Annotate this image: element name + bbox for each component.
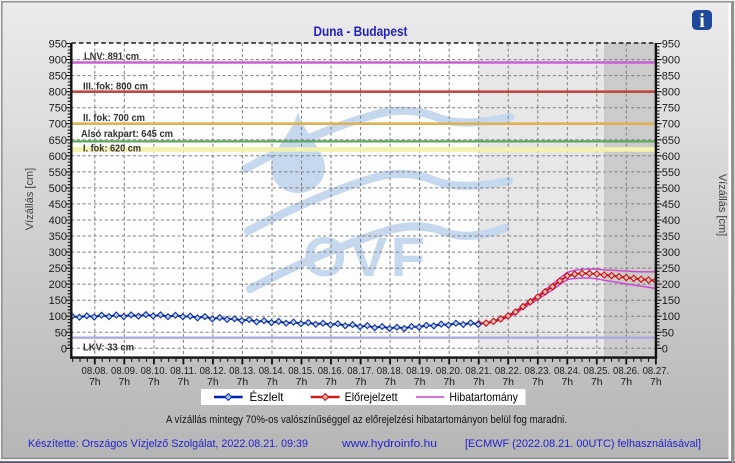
svg-text:7h: 7h — [384, 376, 396, 388]
svg-text:[ECMWF (2022.08.21. 00UTC) fel: [ECMWF (2022.08.21. 00UTC) felhasználásá… — [465, 438, 701, 450]
svg-text:7h: 7h — [89, 376, 101, 388]
svg-text:350: 350 — [662, 231, 680, 243]
svg-text:08.17.: 08.17. — [347, 365, 374, 377]
svg-text:08.11.: 08.11. — [170, 365, 197, 377]
svg-text:7h: 7h — [620, 376, 632, 388]
svg-text:08.13.: 08.13. — [229, 365, 256, 377]
svg-text:7h: 7h — [561, 376, 573, 388]
svg-text:i: i — [699, 10, 705, 32]
svg-text:7h: 7h — [473, 376, 485, 388]
svg-text:08.10.: 08.10. — [141, 365, 168, 377]
svg-text:08.19.: 08.19. — [406, 365, 433, 377]
svg-text:750: 750 — [49, 103, 67, 115]
svg-text:Előrejelzett: Előrejelzett — [345, 390, 399, 404]
svg-text:450: 450 — [49, 199, 67, 211]
svg-text:550: 550 — [49, 167, 67, 179]
svg-text:08.15.: 08.15. — [288, 365, 315, 377]
svg-text:Duna - Budapest: Duna - Budapest — [314, 24, 408, 39]
svg-text:7h: 7h — [118, 376, 130, 388]
svg-text:08.12.: 08.12. — [200, 365, 227, 377]
svg-text:250: 250 — [49, 263, 67, 275]
svg-text:700: 700 — [49, 119, 67, 131]
svg-text:08.08.: 08.08. — [82, 365, 109, 377]
svg-text:500: 500 — [662, 183, 680, 195]
svg-text:800: 800 — [662, 87, 680, 99]
svg-text:7h: 7h — [355, 376, 367, 388]
svg-text:950: 950 — [49, 39, 67, 51]
svg-text:300: 300 — [662, 247, 680, 259]
svg-text:08.18.: 08.18. — [377, 365, 404, 377]
svg-text:08.23.: 08.23. — [525, 365, 552, 377]
svg-text:Vízállás [cm]: Vízállás [cm] — [716, 174, 728, 236]
svg-text:www.hydroinfo.hu: www.hydroinfo.hu — [341, 438, 437, 450]
svg-text:OVF: OVF — [303, 225, 425, 288]
svg-text:650: 650 — [662, 135, 680, 147]
svg-text:350: 350 — [49, 231, 67, 243]
svg-text:200: 200 — [49, 279, 67, 291]
svg-text:08.25.: 08.25. — [584, 365, 611, 377]
svg-text:LNV: 891 cm: LNV: 891 cm — [84, 52, 139, 63]
svg-text:7h: 7h — [414, 376, 426, 388]
svg-text:08.26.: 08.26. — [613, 365, 640, 377]
svg-text:600: 600 — [662, 151, 680, 163]
svg-text:700: 700 — [662, 119, 680, 131]
svg-text:7h: 7h — [207, 376, 219, 388]
svg-text:7h: 7h — [650, 376, 662, 388]
svg-text:08.20.: 08.20. — [436, 365, 463, 377]
svg-text:300: 300 — [49, 247, 67, 259]
svg-text:150: 150 — [662, 295, 680, 307]
svg-text:08.21.: 08.21. — [465, 365, 492, 377]
svg-text:Észlelt: Észlelt — [250, 389, 285, 404]
svg-text:7h: 7h — [178, 376, 190, 388]
svg-text:I. fok: 620 cm: I. fok: 620 cm — [83, 144, 141, 155]
svg-text:08.09.: 08.09. — [111, 365, 138, 377]
svg-text:7h: 7h — [237, 376, 249, 388]
svg-text:50: 50 — [55, 327, 67, 339]
svg-text:450: 450 — [662, 199, 680, 211]
svg-text:7h: 7h — [296, 376, 308, 388]
svg-text:750: 750 — [662, 103, 680, 115]
svg-text:7h: 7h — [325, 376, 337, 388]
svg-text:08.24.: 08.24. — [554, 365, 581, 377]
svg-text:850: 850 — [662, 71, 680, 83]
svg-text:900: 900 — [49, 55, 67, 67]
svg-text:50: 50 — [662, 327, 674, 339]
svg-text:150: 150 — [49, 295, 67, 307]
svg-text:LKV: 33 cm: LKV: 33 cm — [83, 343, 134, 354]
svg-text:II. fok: 700 cm: II. fok: 700 cm — [83, 113, 145, 124]
svg-text:100: 100 — [49, 311, 67, 323]
svg-text:08.22.: 08.22. — [495, 365, 522, 377]
svg-text:Készítette: Országos Vízjelző: Készítette: Országos Vízjelző Szolgálat,… — [28, 438, 308, 450]
svg-text:08.27.: 08.27. — [643, 365, 670, 377]
svg-text:850: 850 — [49, 71, 67, 83]
svg-text:A vízállás mintegy 70%-os való: A vízállás mintegy 70%-os valószínűségge… — [166, 414, 567, 426]
svg-text:500: 500 — [49, 183, 67, 195]
svg-text:7h: 7h — [591, 376, 603, 388]
svg-text:Hibatartomány: Hibatartomány — [449, 390, 518, 404]
svg-text:800: 800 — [49, 87, 67, 99]
svg-text:Alsó rakpart: 645 cm: Alsó rakpart: 645 cm — [81, 129, 173, 140]
svg-text:III. fok: 800 cm: III. fok: 800 cm — [83, 82, 148, 93]
svg-text:650: 650 — [49, 135, 67, 147]
svg-text:0: 0 — [662, 343, 668, 355]
svg-text:950: 950 — [662, 39, 680, 51]
svg-text:100: 100 — [662, 311, 680, 323]
svg-text:250: 250 — [662, 263, 680, 275]
svg-text:7h: 7h — [532, 376, 544, 388]
svg-text:7h: 7h — [148, 376, 160, 388]
svg-text:7h: 7h — [502, 376, 514, 388]
svg-text:Vízállás [cm]: Vízállás [cm] — [24, 168, 36, 230]
svg-text:200: 200 — [662, 279, 680, 291]
svg-text:08.16.: 08.16. — [318, 365, 345, 377]
svg-text:7h: 7h — [443, 376, 455, 388]
svg-text:550: 550 — [662, 167, 680, 179]
svg-text:400: 400 — [49, 215, 67, 227]
svg-text:900: 900 — [662, 55, 680, 67]
svg-text:08.14.: 08.14. — [259, 365, 286, 377]
svg-text:400: 400 — [662, 215, 680, 227]
svg-text:600: 600 — [49, 151, 67, 163]
svg-text:7h: 7h — [266, 376, 278, 388]
svg-text:0: 0 — [61, 343, 67, 355]
